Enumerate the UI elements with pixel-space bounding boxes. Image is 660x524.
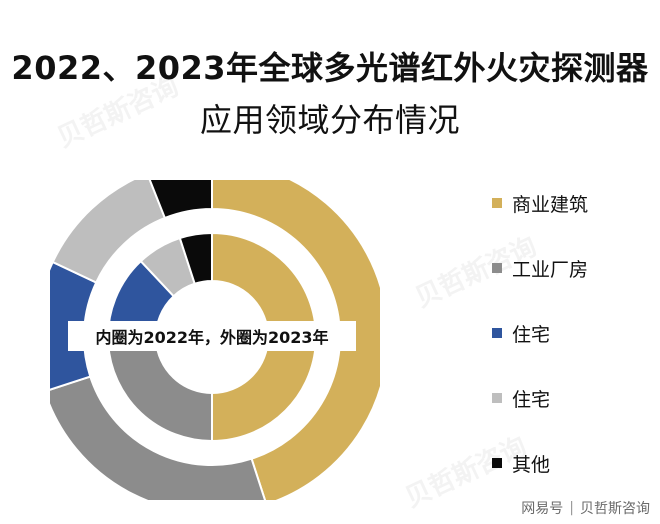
inner-ring-slice-5 [178,231,213,286]
legend-item: 工业厂房 [492,257,652,281]
footer-platform: 网易号 [521,501,564,517]
legend-swatch [492,198,502,208]
footer-source: 贝哲斯咨询 [580,501,650,517]
legend-item: 其他 [492,452,652,476]
chart-title-line1: 2022、2023年全球多光谱红外火灾探测器 [11,49,649,87]
annotation-band [68,321,356,351]
outer-ring-slice-4 [51,180,167,284]
footer-credit: 网易号 | 贝哲斯咨询 [521,498,650,518]
legend-label: 商业建筑 [512,193,589,216]
outer-ring-slice-2 [50,375,267,500]
legend-swatch [492,393,502,403]
legend-swatch [492,328,502,338]
legend-label: 住宅 [512,388,551,411]
legend-item: 商业建筑 [492,192,652,216]
chart-legend: 商业建筑 工业厂房 住宅 住宅 其他 [492,192,652,517]
legend-label: 工业厂房 [512,258,589,281]
inner-ring-slice-2 [107,339,213,443]
chart-title: 2022、2023年全球多光谱红外火灾探测器 应用领域分布情况 [0,42,660,146]
chart-title-line2: 应用领域分布情况 [199,101,460,139]
footer-separator: | [569,500,574,516]
outer-ring-slice-5 [148,180,213,220]
donut-chart: 内圈为2022年，外圈为2023年 [50,180,380,500]
outer-ring-slice-1 [211,180,380,500]
inner-ring-slice-1 [211,231,317,443]
legend-swatch [492,458,502,468]
chart-annotation: 内圈为2022年，外圈为2023年 [95,328,328,347]
legend-item: 住宅 [492,387,652,411]
legend-label: 住宅 [512,323,551,346]
legend-item: 住宅 [492,322,652,346]
legend-label: 其他 [512,453,551,476]
legend-swatch [492,263,502,273]
